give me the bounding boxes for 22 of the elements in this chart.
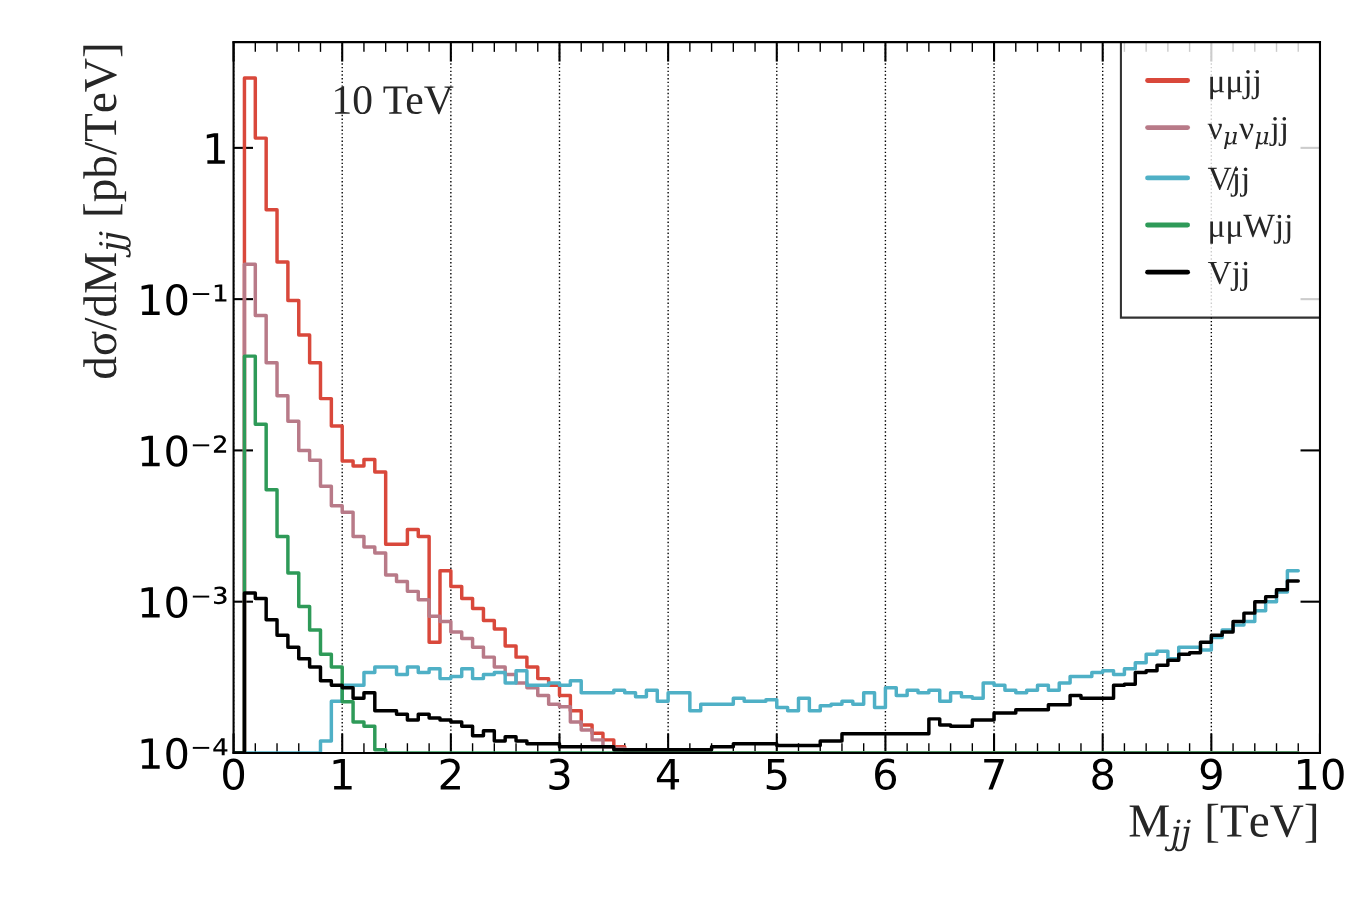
x-tick-label: 8 [1092,758,1114,791]
legend-label: Vjj [1207,261,1248,291]
legend-label: μμWjj [1210,214,1291,244]
legend-label: μμjj [1210,70,1259,100]
annotation: 10 TeV [335,85,454,115]
x-tick-label: 3 [549,758,570,791]
y-tick-label: 10⁻¹ [141,284,227,316]
x-tick-label: 9 [1200,758,1222,791]
legend-label: ν$_{μ}$ν$_{μ}$jj [1207,116,1287,150]
x-tick-label: 10 [1298,758,1344,791]
x-tick-label: 5 [766,759,787,791]
y-tick-label: 10⁻³ [141,586,227,619]
x-axis-title: M$_{jj}$ [TeV] [1129,803,1317,852]
y-axis-title: dσ/dM$_{jj}$ [pb/TeV] [83,45,131,379]
x-tick-label: 2 [440,758,460,790]
y-tick-label: 1 [206,133,225,164]
legend-label: V̸jj [1207,166,1248,197]
x-tick-label: 4 [656,759,680,790]
y-tick-label: 10⁻² [141,435,227,467]
x-tick-label: 1 [333,759,352,790]
x-tick-label: 7 [984,759,1004,790]
x-tick-label: 6 [875,758,897,791]
